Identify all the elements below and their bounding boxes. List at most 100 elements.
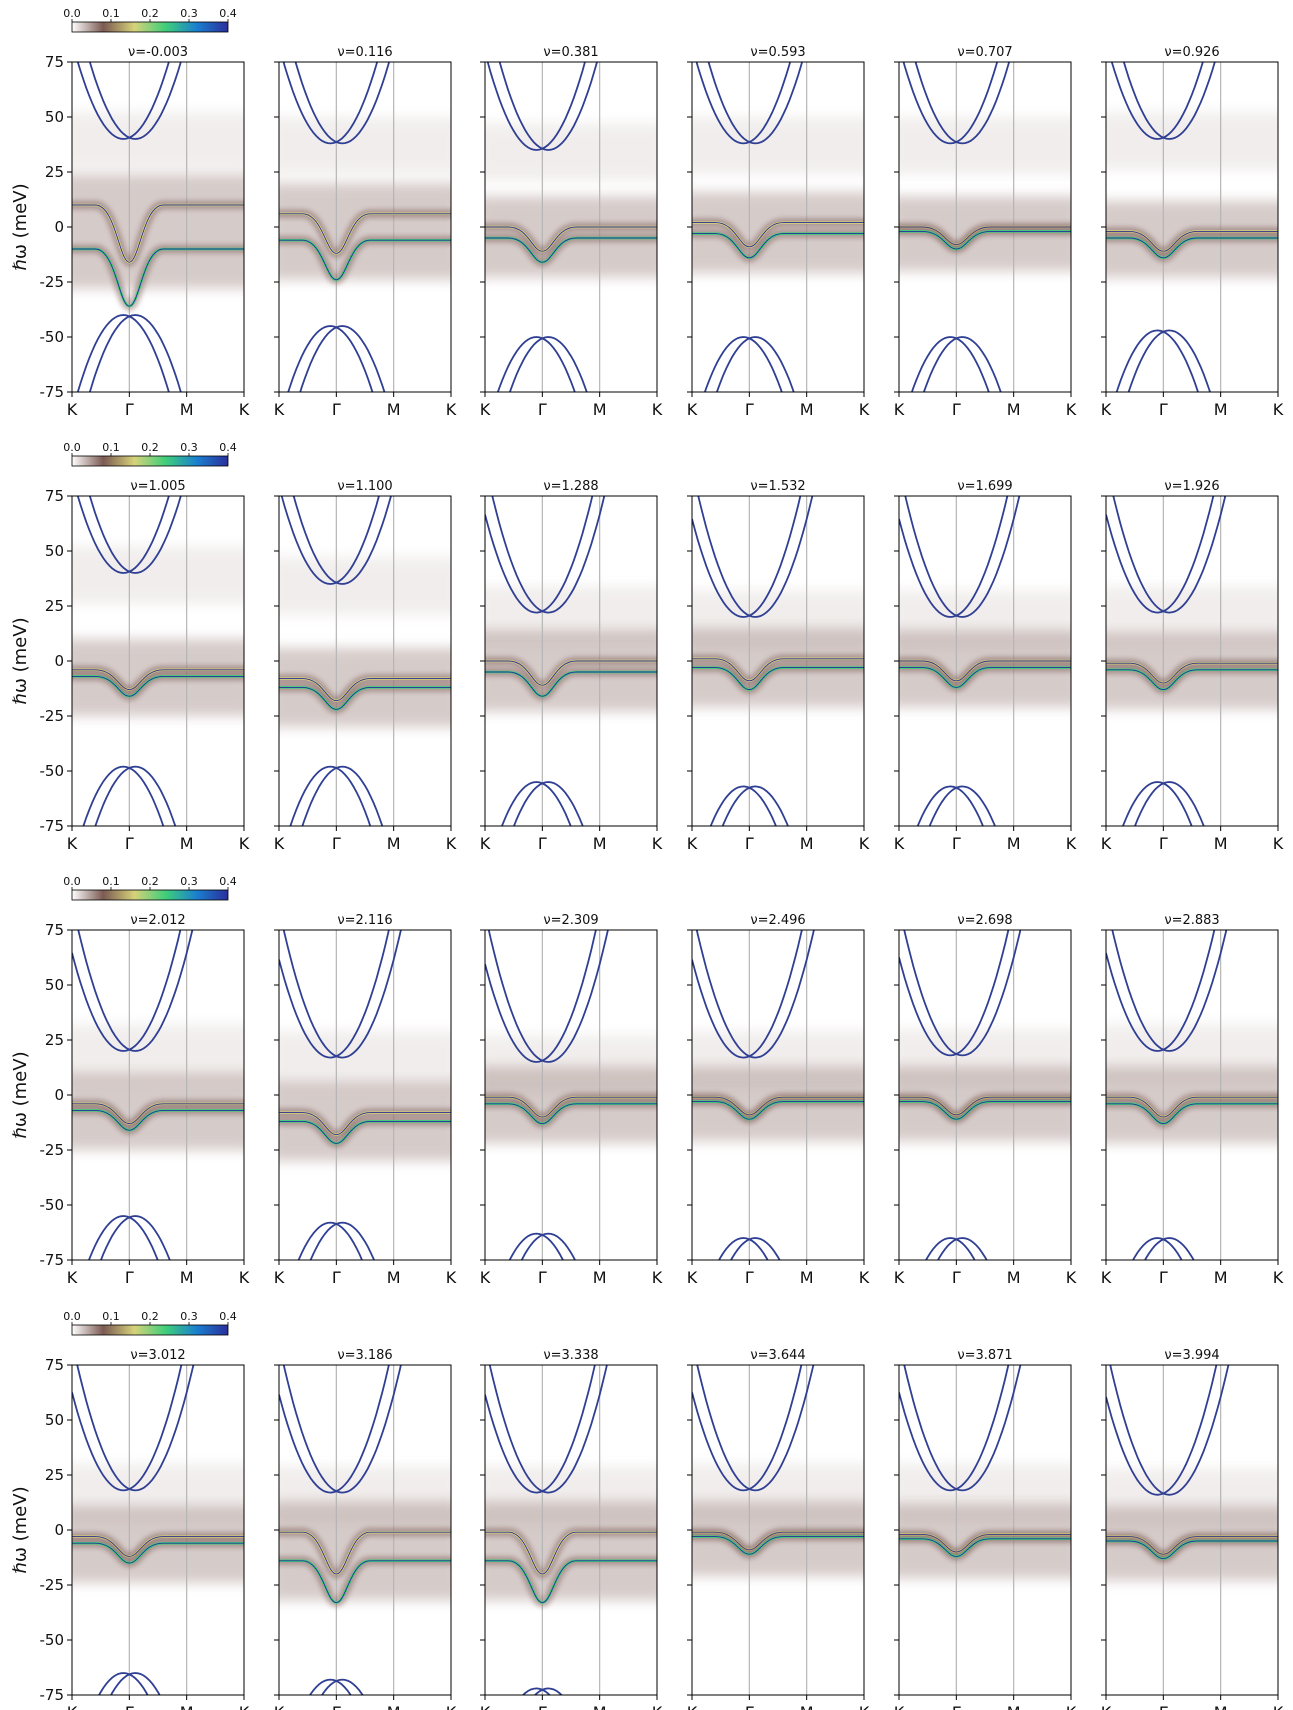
x-tick-label: K <box>480 1703 491 1710</box>
x-tick-label: Γ <box>1159 834 1168 853</box>
y-tick-label: -25 <box>40 1576 65 1594</box>
x-tick-label: M <box>387 834 401 853</box>
y-tick-label: 0 <box>54 1086 64 1104</box>
flat-band-core-1 <box>1106 1103 1278 1125</box>
x-tick-label: K <box>1101 400 1112 419</box>
x-tick-label: K <box>446 1703 457 1710</box>
x-tick-label: K <box>446 834 457 853</box>
panel-title: ν=1.288 <box>543 479 598 494</box>
valence-band-0 <box>98 1672 149 1695</box>
conduction-band-0 <box>486 62 586 151</box>
x-tick-label: M <box>1214 400 1228 419</box>
upper-incoherent-band <box>899 590 1071 648</box>
conduction-band-1 <box>1109 1365 1230 1496</box>
x-tick-label: K <box>1066 400 1077 419</box>
panel-21: K Γ M Kν=3.644 <box>687 1348 870 1710</box>
panel-title: ν=3.012 <box>130 1348 185 1363</box>
y-tick-label: 0 <box>54 218 64 236</box>
valence-band-1 <box>1134 781 1205 826</box>
upper-incoherent-band <box>279 1031 451 1089</box>
x-tick-label: K <box>480 834 491 853</box>
valence-band-1 <box>1106 1702 1278 1710</box>
y-axis-label: ℏω (meV) <box>10 1051 31 1138</box>
conduction-band-1 <box>903 1365 1022 1492</box>
panel-title: ν=1.100 <box>337 479 392 494</box>
colorbar-tick-label: 0.4 <box>219 441 237 454</box>
conduction-band-0 <box>692 496 802 618</box>
panel-8: K Γ M Kν=1.288 <box>480 479 663 853</box>
valence-band-0 <box>718 1237 769 1260</box>
conduction-band-1 <box>491 496 606 614</box>
conduction-band-1 <box>294 62 391 145</box>
valence-band-0 <box>287 325 374 392</box>
y-tick-label: -25 <box>40 707 65 725</box>
x-tick-label: M <box>593 400 607 419</box>
panel-title: ν=1.532 <box>750 479 805 494</box>
valence-band-0 <box>496 336 576 392</box>
x-tick-label: K <box>894 1268 905 1287</box>
upper-incoherent-band <box>899 1464 1071 1522</box>
colorbar-tick-label: 0.0 <box>63 7 81 20</box>
colorbar-gradient <box>71 21 229 33</box>
x-tick-label: Γ <box>1159 1268 1168 1287</box>
x-tick-label: K <box>239 1703 250 1710</box>
conduction-band-0 <box>899 496 1009 618</box>
colorbar-tick-label: 0.1 <box>102 875 120 888</box>
x-tick-label: K <box>687 834 698 853</box>
x-tick-label: K <box>239 834 250 853</box>
x-tick-label: Γ <box>125 1703 134 1710</box>
y-tick-label: 50 <box>45 976 64 994</box>
panel-title: ν=3.338 <box>543 1348 598 1363</box>
x-tick-label: Γ <box>125 400 134 419</box>
panel-title: ν=3.871 <box>957 1348 1012 1363</box>
conduction-band-0 <box>76 496 170 574</box>
panel-title: ν=-0.003 <box>128 45 188 60</box>
valence-band-1 <box>301 765 384 826</box>
y-tick-label: 0 <box>54 652 64 670</box>
panel-19: K Γ M Kν=3.186 <box>274 1348 457 1710</box>
x-tick-label: Γ <box>1159 400 1168 419</box>
valence-band-1 <box>899 1697 1071 1710</box>
x-tick-label: M <box>800 1703 814 1710</box>
x-tick-label: Γ <box>1159 1703 1168 1710</box>
flat-band-core-1 <box>899 667 1071 688</box>
colorbar: 0.0 0.1 0.2 0.3 0.4 <box>63 441 237 467</box>
valence-band-0 <box>916 785 984 826</box>
x-tick-label: K <box>239 400 250 419</box>
conduction-band-1 <box>88 496 182 574</box>
upper-incoherent-band <box>72 112 244 170</box>
panel-title: ν=0.116 <box>337 45 392 60</box>
valence-band-1 <box>110 1672 161 1695</box>
x-tick-label: K <box>1066 1703 1077 1710</box>
conduction-band-0 <box>279 930 390 1059</box>
x-tick-label: K <box>67 834 78 853</box>
flat-band-core-1 <box>279 686 451 710</box>
y-tick-label: 75 <box>45 921 64 939</box>
conduction-band-1 <box>1122 62 1216 140</box>
y-tick-label: 25 <box>45 1466 64 1484</box>
conduction-band-0 <box>282 62 379 145</box>
x-tick-label: Γ <box>745 834 754 853</box>
colorbar-tick-label: 0.3 <box>180 875 198 888</box>
upper-incoherent-band <box>692 1031 864 1089</box>
x-tick-label: M <box>1214 1268 1228 1287</box>
y-tick-label: -50 <box>40 762 65 780</box>
flat-band-core-0 <box>279 213 451 254</box>
valence-band-1 <box>309 1221 376 1260</box>
x-tick-label: K <box>274 400 285 419</box>
flat-band-core-0 <box>72 1103 244 1125</box>
y-tick-label: 25 <box>45 597 64 615</box>
x-tick-label: Γ <box>745 1703 754 1710</box>
y-tick-label: -50 <box>40 1631 65 1649</box>
flat-band-core-0 <box>72 204 244 263</box>
panel-title: ν=0.926 <box>1164 45 1219 60</box>
upper-incoherent-band <box>1106 586 1278 644</box>
panel-1: K Γ M Kν=0.116 <box>274 45 457 419</box>
x-tick-label: Γ <box>952 1268 961 1287</box>
y-tick-label: -50 <box>40 1196 65 1214</box>
x-tick-label: K <box>1273 400 1284 419</box>
x-tick-label: Γ <box>538 1268 547 1287</box>
colorbar: 0.0 0.1 0.2 0.3 0.4 <box>63 1310 237 1336</box>
valence-band-0 <box>1121 781 1193 826</box>
